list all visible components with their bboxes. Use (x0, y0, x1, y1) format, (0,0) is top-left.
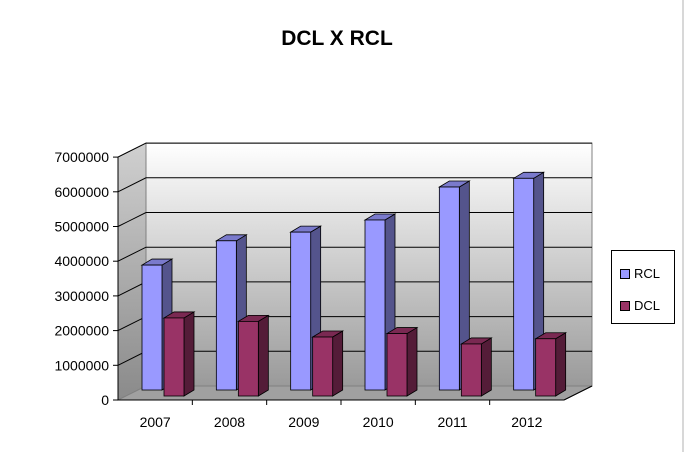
y-tick-label: 5000000 (54, 219, 109, 235)
y-tick-label: 0 (101, 392, 109, 408)
bar-front (163, 317, 185, 397)
bar-dcl-2012 (534, 332, 568, 397)
bar-front (312, 336, 334, 397)
legend-item-rcl: RCL (620, 266, 660, 281)
y-tick-label: 2000000 (54, 323, 109, 339)
bar-front (386, 333, 408, 397)
chart-title: DCL X RCL (281, 27, 393, 50)
bar-rcl-2011 (437, 180, 471, 391)
bar-front (364, 219, 386, 391)
x-tick-label: 2008 (214, 414, 245, 430)
gridline (117, 142, 592, 158)
legend-label-dcl: DCL (634, 298, 661, 313)
bar-rcl-2007 (140, 258, 174, 391)
bar-front (513, 177, 535, 391)
bar-front (535, 338, 557, 397)
legend-swatch-dcl (620, 300, 630, 311)
gridline (117, 177, 592, 193)
y-tick-label: 3000000 (54, 288, 109, 304)
bar-front (438, 186, 460, 391)
bar-dcl-2008 (236, 314, 270, 397)
legend: RCL DCL (611, 250, 675, 324)
legend-label-rcl: RCL (634, 266, 661, 281)
y-tick-label: 4000000 (54, 253, 109, 269)
x-tick-label: 2007 (140, 414, 171, 430)
y-tick-label: 1000000 (54, 357, 109, 373)
bar-front (215, 240, 237, 391)
y-tick-label: 6000000 (54, 184, 109, 200)
bar-front (141, 264, 163, 391)
bar-dcl-2007 (162, 311, 196, 397)
bar-front (237, 320, 259, 397)
legend-swatch-rcl (620, 268, 630, 279)
bar-dcl-2011 (459, 337, 493, 397)
x-tick-label: 2009 (288, 414, 319, 430)
y-tick-label: 7000000 (54, 149, 109, 165)
bar-front (460, 343, 482, 397)
x-tick-label: 2010 (363, 414, 394, 430)
bar-side (183, 311, 195, 397)
legend-item-dcl: DCL (620, 298, 660, 313)
bar-dcl-2009 (311, 330, 345, 397)
x-tick-label: 2012 (511, 414, 542, 430)
bar-side (406, 326, 418, 397)
bar-side (480, 337, 492, 397)
bar-side (332, 330, 344, 397)
bar-front (290, 231, 312, 391)
x-axis-depth (563, 385, 593, 401)
bar-side (555, 332, 567, 397)
bar-side (257, 314, 269, 397)
bar-dcl-2010 (385, 326, 419, 397)
x-tick-label: 2011 (437, 414, 467, 430)
